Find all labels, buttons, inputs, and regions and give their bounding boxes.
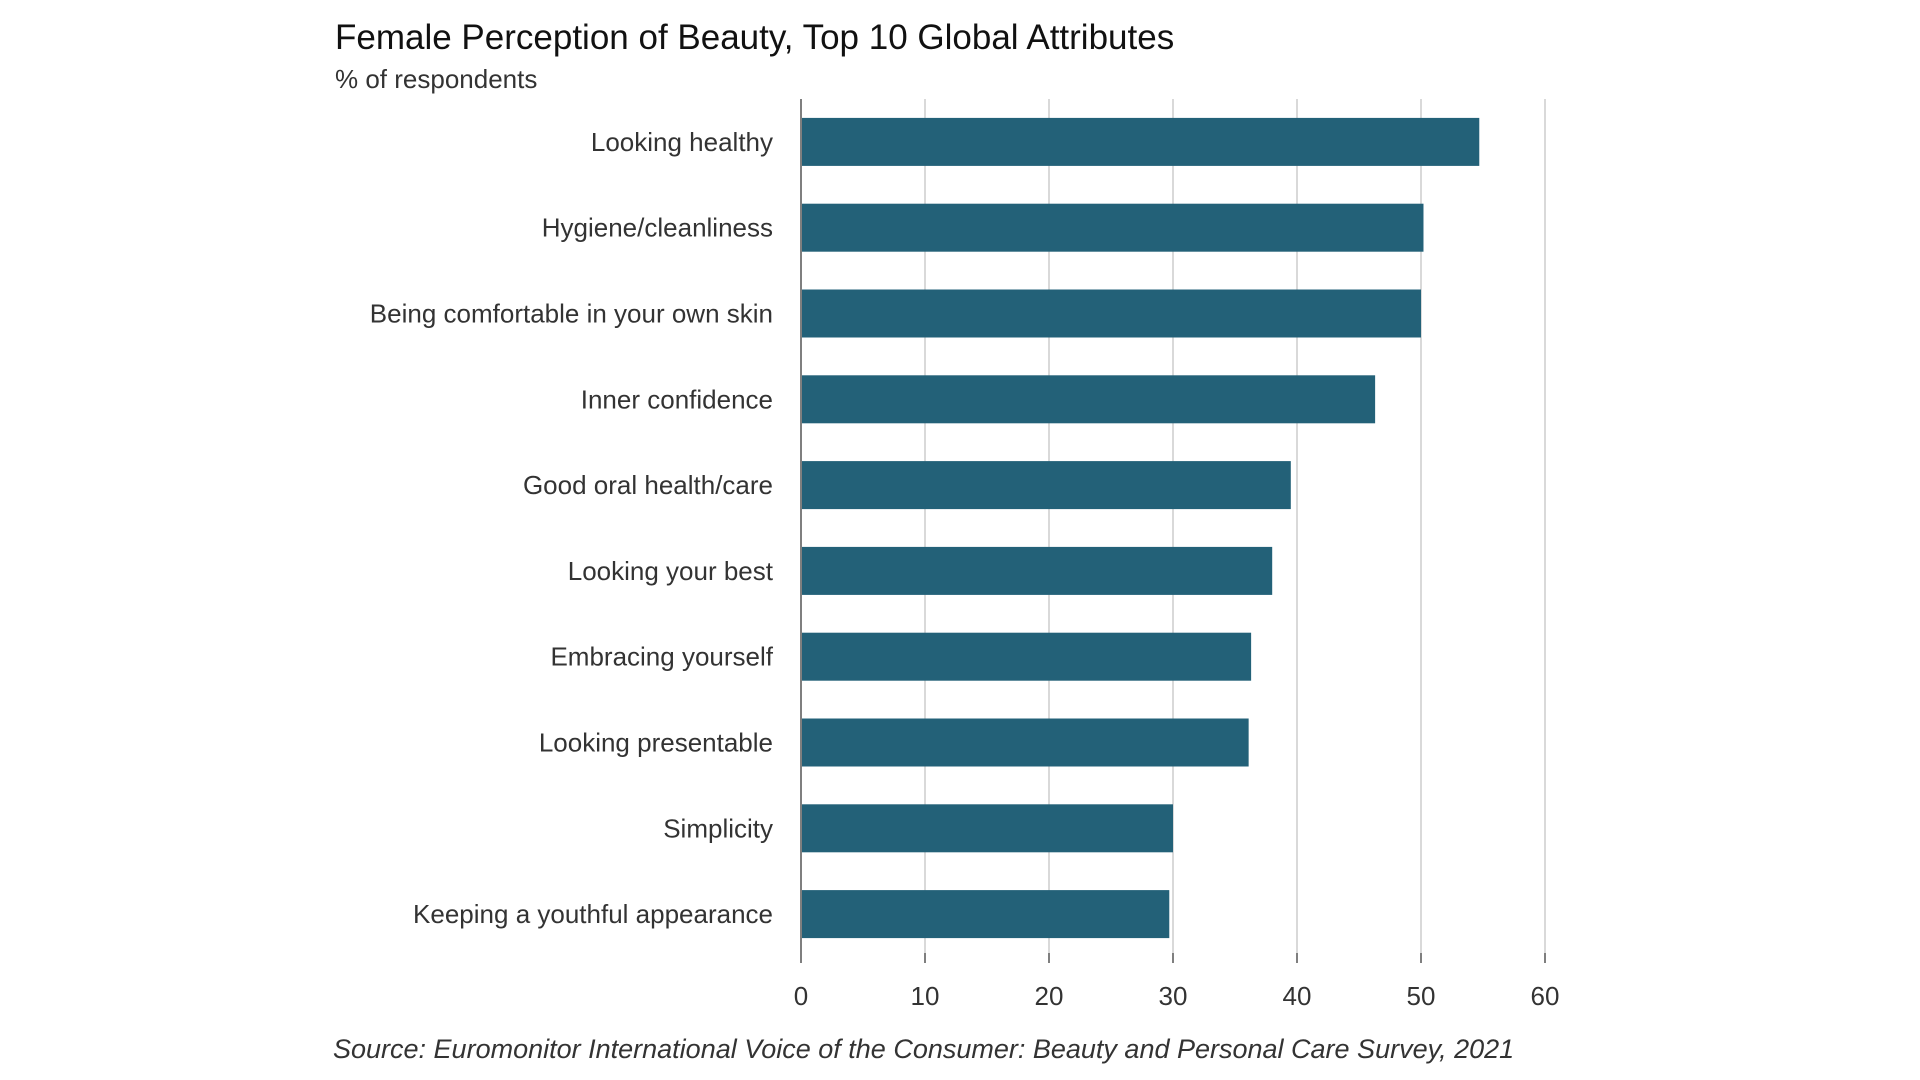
bar <box>801 632 1252 681</box>
tick-labels: 0 10 20 30 40 50 60 <box>794 981 1560 1011</box>
x-tick-label: 40 <box>1283 981 1312 1011</box>
bars <box>801 117 1480 939</box>
bar <box>801 289 1421 338</box>
x-tick-label: 10 <box>911 981 940 1011</box>
category-label: Looking presentable <box>539 728 773 758</box>
category-label: Hygiene/cleanliness <box>542 213 773 243</box>
axes <box>800 99 1546 963</box>
category-label: Looking your best <box>568 556 774 586</box>
x-tick-label: 50 <box>1407 981 1436 1011</box>
chart-source: Source: Euromonitor International Voice … <box>333 1034 1515 1064</box>
category-label: Looking healthy <box>591 127 773 157</box>
x-tick-label: 30 <box>1159 981 1188 1011</box>
category-label: Good oral health/care <box>523 470 773 500</box>
bar <box>801 117 1480 166</box>
bar <box>801 890 1170 939</box>
x-tick-label: 0 <box>794 981 808 1011</box>
bar <box>801 375 1376 424</box>
bar <box>801 203 1424 252</box>
chart-subtitle: % of respondents <box>335 64 538 94</box>
x-tick-label: 20 <box>1035 981 1064 1011</box>
category-label: Inner confidence <box>581 384 773 414</box>
category-label: Being comfortable in your own skin <box>370 299 773 329</box>
category-labels: Looking healthy Hygiene/cleanliness Being … <box>370 127 774 929</box>
bar <box>801 718 1249 767</box>
bar <box>801 804 1173 853</box>
category-label: Embracing yourself <box>550 642 773 672</box>
bar <box>801 461 1291 510</box>
bar <box>801 546 1273 595</box>
category-label: Keeping a youthful appearance <box>413 899 773 929</box>
chart-title: Female Perception of Beauty, Top 10 Glob… <box>335 18 1175 57</box>
category-label: Simplicity <box>663 813 773 843</box>
x-tick-label: 60 <box>1531 981 1560 1011</box>
